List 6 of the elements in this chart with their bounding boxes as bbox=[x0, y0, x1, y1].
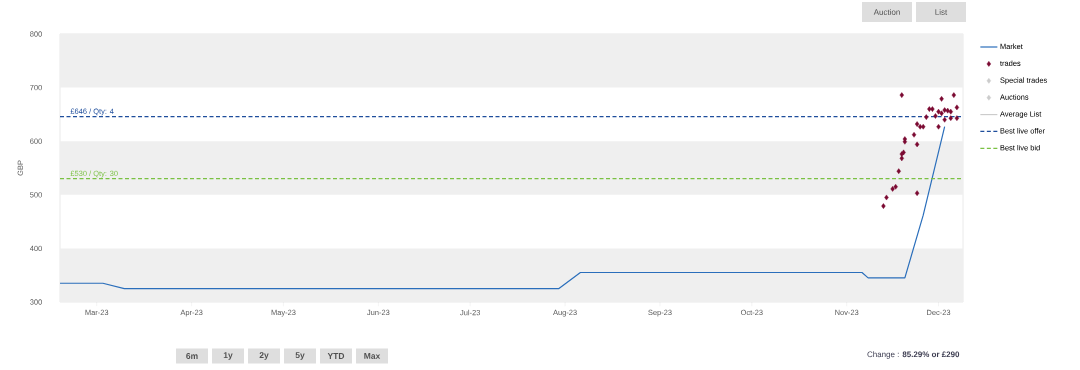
text: YTD bbox=[327, 353, 345, 359]
text: Max bbox=[364, 353, 381, 359]
text: 2y bbox=[259, 352, 269, 360]
text: 6m bbox=[186, 353, 198, 359]
text: 5y bbox=[295, 352, 305, 360]
text: 1y bbox=[223, 352, 233, 360]
